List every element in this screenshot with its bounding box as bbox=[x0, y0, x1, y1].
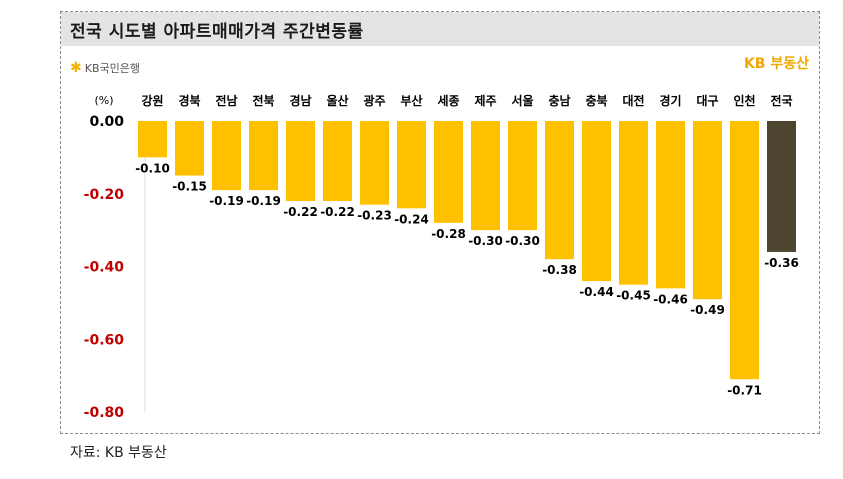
category-label: 전국 bbox=[770, 93, 792, 108]
y-tick-label: 0.00 bbox=[89, 114, 124, 130]
value-label: -0.19 bbox=[209, 194, 244, 208]
title-bar bbox=[61, 12, 819, 46]
value-label: -0.45 bbox=[616, 289, 651, 303]
category-label: 대구 bbox=[696, 94, 718, 108]
category-label: 제주 bbox=[474, 94, 496, 108]
y-tick-label: -0.60 bbox=[84, 332, 125, 348]
value-label: -0.49 bbox=[690, 303, 725, 317]
bar bbox=[138, 121, 167, 158]
chart-frame bbox=[60, 11, 820, 434]
category-label: 전남 bbox=[215, 93, 237, 108]
category-label: 전북 bbox=[252, 93, 274, 108]
category-label: 충남 bbox=[548, 93, 570, 108]
y-tick-label: -0.20 bbox=[84, 187, 125, 203]
brand-label: KB 부동산 bbox=[743, 56, 809, 72]
y-unit-label: (%) bbox=[94, 94, 113, 107]
kb-star-icon: ✱ bbox=[70, 60, 82, 76]
value-label: -0.22 bbox=[320, 205, 355, 219]
category-label: 경기 bbox=[659, 93, 681, 108]
bar bbox=[730, 121, 759, 380]
logo-text: KB국민은행 bbox=[84, 62, 140, 75]
category-label: 부산 bbox=[400, 93, 422, 108]
value-label: -0.23 bbox=[357, 209, 392, 223]
source-note: 자료: KB 부동산 bbox=[70, 445, 167, 461]
value-label: -0.28 bbox=[431, 227, 466, 241]
bar bbox=[619, 121, 648, 285]
bar bbox=[286, 121, 315, 202]
category-label: 세종 bbox=[437, 93, 459, 108]
category-label: 충북 bbox=[585, 93, 607, 108]
bar bbox=[471, 121, 500, 231]
category-label: 인천 bbox=[733, 93, 755, 108]
kb-bank-logo: ✱ KB국민은행 bbox=[70, 60, 140, 76]
bar bbox=[397, 121, 426, 209]
bar bbox=[434, 121, 463, 223]
value-label: -0.30 bbox=[468, 234, 503, 248]
value-label: -0.46 bbox=[653, 292, 688, 306]
bar bbox=[545, 121, 574, 260]
value-label: -0.38 bbox=[542, 263, 577, 277]
bar bbox=[582, 121, 611, 282]
value-label: -0.30 bbox=[505, 234, 540, 248]
value-label: -0.24 bbox=[394, 212, 429, 226]
category-label: 대전 bbox=[622, 93, 644, 108]
value-label: -0.44 bbox=[579, 285, 614, 299]
chart-title: 전국 시도별 아파트매매가격 주간변동률 bbox=[70, 22, 364, 42]
value-label: -0.15 bbox=[172, 180, 207, 194]
bar bbox=[175, 121, 204, 176]
category-label: 경북 bbox=[178, 94, 200, 108]
value-label: -0.22 bbox=[283, 205, 318, 219]
value-label: -0.10 bbox=[135, 161, 170, 175]
bar bbox=[693, 121, 722, 300]
category-label: 광주 bbox=[363, 93, 385, 108]
bar bbox=[360, 121, 389, 205]
category-label: 강원 bbox=[141, 94, 163, 108]
y-tick-label: -0.40 bbox=[84, 260, 125, 276]
bar bbox=[656, 121, 685, 289]
category-label: 서울 bbox=[511, 93, 533, 108]
bar bbox=[508, 121, 537, 231]
bar bbox=[323, 121, 352, 202]
category-label: 울산 bbox=[326, 93, 348, 108]
value-label: -0.19 bbox=[246, 194, 281, 208]
value-label: -0.36 bbox=[764, 256, 799, 270]
category-label: 경남 bbox=[289, 93, 311, 108]
bar bbox=[249, 121, 278, 191]
value-label: -0.71 bbox=[727, 383, 762, 397]
bar bbox=[767, 121, 796, 252]
bar bbox=[212, 121, 241, 191]
y-tick-label: -0.80 bbox=[84, 405, 125, 421]
